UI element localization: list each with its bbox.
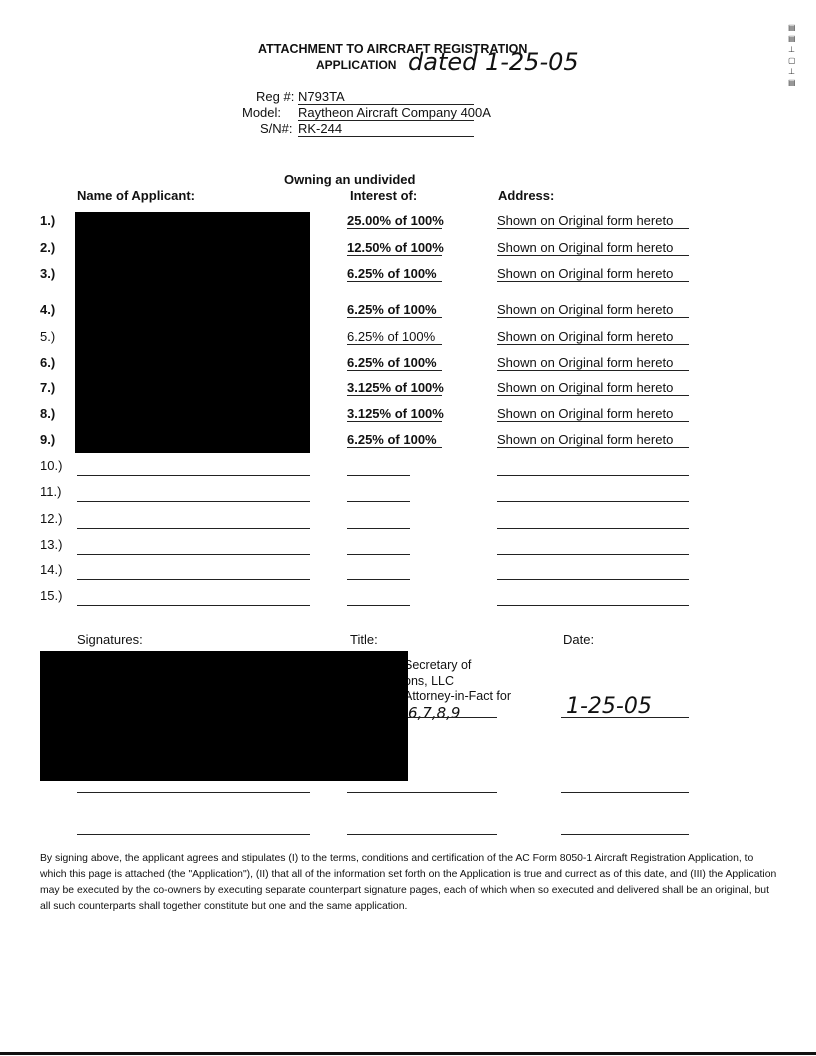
row-number: 15.) <box>40 588 63 603</box>
title-label: Title: <box>350 632 378 647</box>
interest-value: 25.00% of 100% <box>347 213 444 229</box>
row-number: 10.) <box>40 458 63 473</box>
date-line-2 <box>561 792 689 793</box>
date-line-3 <box>561 834 689 835</box>
footer-disclaimer: By signing above, the applicant agrees a… <box>40 853 777 912</box>
address-value: Shown on Original form hereto <box>497 406 689 422</box>
title-line-1: Secretary of <box>404 658 472 672</box>
row-number: 2.) <box>40 240 56 255</box>
name-blank-line <box>77 475 310 476</box>
signature-line-3 <box>77 834 310 835</box>
address-value: Shown on Original form hereto <box>497 213 689 229</box>
row-number: 8.) <box>40 406 56 421</box>
interest-blank-line <box>347 501 410 502</box>
signature-line-2 <box>77 792 310 793</box>
row-number: 9.) <box>40 432 56 447</box>
interest-blank-line <box>347 579 410 580</box>
interest-value: 6.25% of 100% <box>347 329 442 345</box>
reg-label: Reg #: <box>256 89 295 104</box>
name-blank-line <box>77 528 310 529</box>
address-value: Shown on Original form hereto <box>497 432 689 448</box>
title-line-2: ons, LLC <box>404 673 455 688</box>
row-number: 13.) <box>40 537 63 552</box>
interest-value: 6.25% of 100% <box>347 266 442 282</box>
address-blank-line <box>497 475 689 476</box>
name-blank-line <box>77 579 310 580</box>
address-blank-line <box>497 579 689 580</box>
row-number: 6.) <box>40 355 56 370</box>
title-line-2: APPLICATION <box>316 58 397 72</box>
interest-value: 6.25% of 100% <box>347 432 442 448</box>
address-value: Shown on Original form hereto <box>497 355 689 371</box>
col-name-header: Name of Applicant: <box>77 188 195 203</box>
interest-blank-line <box>347 605 410 606</box>
address-value: Shown on Original form hereto <box>497 302 689 318</box>
address-value: Shown on Original form hereto <box>497 266 689 282</box>
row-number: 7.) <box>40 380 56 395</box>
date-label: Date: <box>563 632 595 647</box>
address-blank-line <box>497 501 689 502</box>
address-blank-line <box>497 528 689 529</box>
address-blank-line <box>497 554 689 555</box>
title-line-blank-2 <box>347 792 497 793</box>
name-blank-line <box>77 554 310 555</box>
title-line-blank-3 <box>347 834 497 835</box>
col-interest-header-2: Interest of: <box>350 188 418 203</box>
handwritten-date-header: dated 1-25-05 <box>408 48 579 76</box>
signatures-label: Signatures: <box>77 632 143 647</box>
interest-blank-line <box>347 554 410 555</box>
row-number: 14.) <box>40 562 63 577</box>
handwritten-owner-numbers: 6,7,8,9 <box>408 704 461 722</box>
signer-title: Secretary of ons, LLC Attorney-in-Fact f… <box>404 658 511 705</box>
row-number: 4.) <box>40 302 56 317</box>
row-number: 1.) <box>40 213 56 228</box>
row-number: 5.) <box>40 329 56 344</box>
interest-blank-line <box>347 528 410 529</box>
redacted-signature <box>40 651 408 781</box>
row-number: 11.) <box>40 484 62 499</box>
fax-stamp-icon: ▤ ▤ ⊥ ▢ ⊥ ▤ <box>788 23 796 87</box>
handwritten-date: 1-25-05 <box>566 694 652 719</box>
name-blank-line <box>77 605 310 606</box>
address-value: Shown on Original form hereto <box>497 380 689 396</box>
address-value: Shown on Original form hereto <box>497 329 689 345</box>
name-blank-line <box>77 501 310 502</box>
interest-value: 12.50% of 100% <box>347 240 444 256</box>
interest-value: 6.25% of 100% <box>347 355 442 371</box>
address-blank-line <box>497 605 689 606</box>
col-address-header: Address: <box>498 188 555 203</box>
bottom-border <box>0 1052 816 1055</box>
model-label: Model: <box>242 105 282 120</box>
row-number: 3.) <box>40 266 56 281</box>
interest-value: 3.125% of 100% <box>347 406 444 422</box>
title-line-3: Attorney-in-Fact for <box>404 689 511 703</box>
interest-value: 6.25% of 100% <box>347 302 442 318</box>
model-value: Raytheon Aircraft Company 400A <box>298 105 491 121</box>
address-value: Shown on Original form hereto <box>497 240 689 256</box>
title-line-1: ATTACHMENT TO AIRCRAFT REGISTRATION <box>258 42 528 56</box>
interest-blank-line <box>347 475 410 476</box>
redacted-names <box>75 212 310 453</box>
sn-value: RK-244 <box>298 121 474 137</box>
col-interest-header-1: Owning an undivided <box>284 172 416 187</box>
interest-value: 3.125% of 100% <box>347 380 444 396</box>
row-number: 12.) <box>40 511 63 526</box>
sn-label: S/N#: <box>260 121 293 136</box>
date-line-1 <box>561 717 689 718</box>
reg-value: N793TA <box>298 89 474 105</box>
